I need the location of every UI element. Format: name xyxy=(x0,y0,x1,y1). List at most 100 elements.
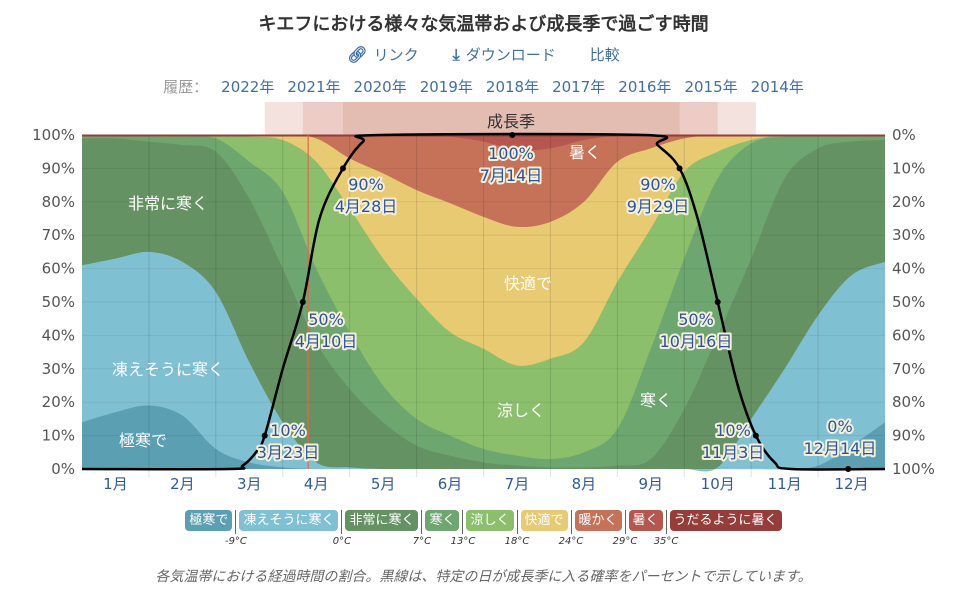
threshold-label: 35°C xyxy=(653,536,679,547)
legend-item: 快適で xyxy=(520,510,568,531)
threshold-label: 29°C xyxy=(612,536,638,547)
history-year-link[interactable]: 2015年 xyxy=(684,78,738,96)
annotation-percent: 100% xyxy=(488,144,534,163)
growing-season-label: 成長季 xyxy=(487,112,535,131)
month-label: 11月 xyxy=(768,475,802,493)
threshold-label: 24°C xyxy=(558,536,584,547)
page-title: キエフにおける様々な気温帯および成長季で過ごす時間 xyxy=(258,14,709,35)
right-tick-label: 40% xyxy=(892,260,925,278)
download-button[interactable]: ⤓ ダウンロード xyxy=(453,44,556,65)
growing-season-bar xyxy=(264,102,756,135)
right-tick-label: 60% xyxy=(892,326,925,344)
legend-threshold: 29°C xyxy=(613,510,637,547)
history-years: 履歴： 2022年 2021年 2020年 2019年 2018年 2017年 2016年 2… xyxy=(0,76,967,97)
annotation-date: 11月3日 xyxy=(702,443,765,462)
month-label: 12月 xyxy=(834,475,868,493)
curve-point xyxy=(714,299,721,305)
curve-point xyxy=(676,165,683,172)
right-tick-label: 80% xyxy=(892,393,925,411)
band-label: 暑く xyxy=(569,143,601,162)
threshold-label: 18°C xyxy=(504,536,530,547)
legend-threshold: 7°C xyxy=(413,510,431,547)
right-tick-label: 50% xyxy=(892,293,925,311)
month-label: 9月 xyxy=(639,475,664,493)
compare-button[interactable]: 比較 xyxy=(589,46,620,64)
link-button[interactable]: 🔗︎ リンク xyxy=(347,44,418,65)
annotation-percent: 50% xyxy=(678,310,714,329)
history-year-link[interactable]: 2021年 xyxy=(287,78,341,96)
annotation-percent: 90% xyxy=(348,175,384,194)
band-label: 凍えそうに寒く xyxy=(112,360,224,379)
month-label: 2月 xyxy=(170,475,195,493)
right-tick-label: 70% xyxy=(892,360,925,378)
legend-threshold: 24°C xyxy=(559,510,583,547)
annotation-date: 9月29日 xyxy=(627,197,690,216)
annotation-date: 4月10日 xyxy=(295,332,358,351)
left-tick-label: 100% xyxy=(32,126,75,144)
left-tick-label: 90% xyxy=(42,159,75,177)
right-tick-label: 20% xyxy=(892,193,925,211)
month-label: 8月 xyxy=(572,475,597,493)
annotation-percent: 10% xyxy=(270,421,306,440)
legend: 極寒で -9°C 凍えそうに寒く 0°C 非常に寒く 7°C 寒く 13°C 涼しく 18°C 快適… xyxy=(0,510,967,547)
history-year-link[interactable]: 2020年 xyxy=(353,78,407,96)
history-year-link[interactable]: 2016年 xyxy=(618,78,672,96)
annotation-percent: 0% xyxy=(827,417,852,436)
band-label: 非常に寒く xyxy=(128,194,208,213)
left-tick-label: 60% xyxy=(42,260,75,278)
history-year-link[interactable]: 2022年 xyxy=(221,78,275,96)
month-label: 6月 xyxy=(438,475,463,493)
legend-item: うだるように暑く xyxy=(669,510,782,531)
legend-threshold: 18°C xyxy=(505,510,529,547)
history-label: 履歴： xyxy=(163,78,209,96)
annotation-percent: 50% xyxy=(308,310,344,329)
history-year-link[interactable]: 2019年 xyxy=(419,78,473,96)
curve-point xyxy=(845,466,852,472)
threshold-label: 13°C xyxy=(450,536,476,547)
legend-threshold: 13°C xyxy=(451,510,475,547)
curve-point xyxy=(261,432,268,439)
annotation-date: 12月14日 xyxy=(804,439,877,458)
link-label: リンク xyxy=(373,46,419,64)
annotation-date: 3月23日 xyxy=(257,443,320,462)
month-label: 1月 xyxy=(103,475,128,493)
history-year-link[interactable]: 2014年 xyxy=(750,78,804,96)
history-year-link[interactable]: 2018年 xyxy=(485,78,540,96)
curve-point xyxy=(509,132,516,138)
left-tick-label: 80% xyxy=(42,193,75,211)
threshold-label: 7°C xyxy=(412,536,432,547)
annotation-date: 10月16日 xyxy=(660,332,733,351)
left-tick-label: 50% xyxy=(42,293,75,311)
threshold-label: 0°C xyxy=(332,536,352,547)
month-label: 3月 xyxy=(237,475,262,493)
right-tick-label: 0% xyxy=(892,126,916,144)
right-tick-label: 100% xyxy=(892,460,935,478)
band-label: 極寒で xyxy=(119,431,167,450)
left-tick-label: 40% xyxy=(42,326,75,344)
action-links: 🔗︎ リンク ⤓ ダウンロード 比較 xyxy=(0,44,967,65)
right-tick-label: 10% xyxy=(892,159,925,177)
right-tick-label: 90% xyxy=(892,427,925,445)
legend-item: 寒く xyxy=(425,510,460,531)
growing-season-probability-line xyxy=(81,132,886,471)
left-tick-label: 30% xyxy=(42,360,75,378)
band-area xyxy=(82,138,885,469)
legend-threshold: -9°C xyxy=(225,510,247,547)
grid-lines xyxy=(82,135,885,477)
month-label: 5月 xyxy=(371,475,396,493)
legend-item: 非常に寒く xyxy=(345,510,419,531)
annotation-percent: 10% xyxy=(715,421,751,440)
band-label: 涼しく xyxy=(497,401,545,420)
band-area xyxy=(82,405,885,470)
curve-point xyxy=(299,299,306,305)
curve-point xyxy=(752,432,759,439)
legend-threshold: 0°C xyxy=(333,510,351,547)
legend-item: 暖かく xyxy=(574,510,622,531)
left-tick-label: 20% xyxy=(42,393,75,411)
legend-item: 極寒で xyxy=(185,510,233,531)
history-year-link[interactable]: 2017年 xyxy=(552,78,606,96)
month-label: 10月 xyxy=(701,475,735,493)
chart-caption: 各気温帯における経過時間の割合。黒線は、特定の日が成長季に入る確率をパーセントで… xyxy=(155,569,812,585)
band-label: 寒く xyxy=(640,391,672,410)
